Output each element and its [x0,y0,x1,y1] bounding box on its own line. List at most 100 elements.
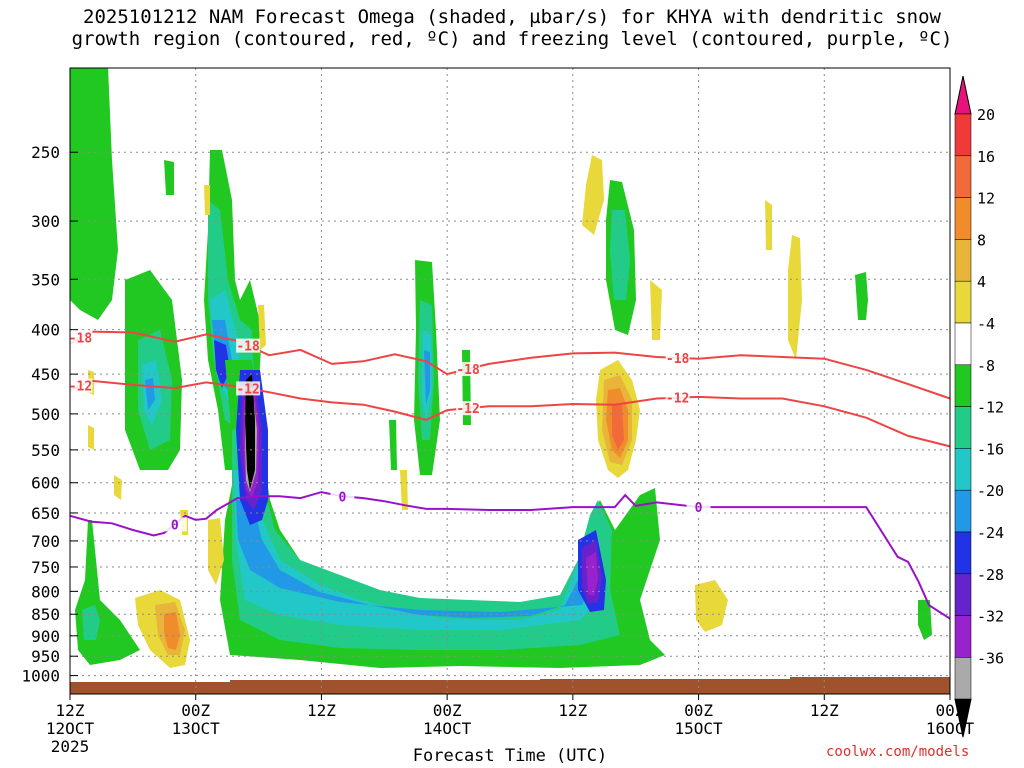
colorbar-label--4: -4 [977,315,995,333]
chart-title-line-2: growth region (contoured, red, ºC) and f… [71,28,953,50]
contour-label-bg [236,381,261,396]
contour-label-0: -18 [456,363,480,378]
x-tick-label-48: 12Z [558,701,587,720]
omega-region-orange-55 [164,612,180,650]
colorbar-label--20: -20 [977,482,1004,500]
contour-label-1: -12 [69,380,92,395]
omega-shading-layer [70,68,932,668]
colorbar-label-4: 4 [977,273,986,291]
contour-label-bg [330,489,355,504]
omega-region-yellow-45 [204,185,210,215]
x-tick-label-0: 12Z [56,701,85,720]
y-tick-label-750: 750 [31,558,60,577]
x-tick-year-0: 2025 [51,737,90,756]
colorbar-label-20: 20 [977,106,995,124]
colorbar-label--12: -12 [977,399,1004,417]
omega-region-red-41 [612,405,624,450]
y-tick-label-900: 900 [31,627,60,646]
colorbar-label-12: 12 [977,190,995,208]
contour-label-0: -18 [666,352,690,367]
omega-region-green-0 [70,68,118,320]
omega-region-yellow-43 [788,235,802,360]
colorbar-swatch-9 [954,448,972,491]
contour-line-2 [69,491,951,620]
colorbar-swatch-1 [954,113,972,157]
contour-label-bg [456,362,481,377]
x-tick-label-72: 12Z [810,701,839,720]
ground-layer [70,677,950,694]
colorbar-label--32: -32 [977,608,1004,626]
omega-region-green-34 [855,272,868,320]
colorbar-swatch-12 [954,573,972,616]
contour-label-bg [665,350,690,365]
contour-label-1: -12 [666,392,689,407]
contour-label-bg [686,500,711,515]
colorbar-label--28: -28 [977,566,1004,584]
colorbar-swatch-11 [954,531,972,575]
contour-line-1 [69,379,951,448]
y-axis: 250 300 350 400 450 500 550 600 650 700 750 800 850 9… [21,143,78,686]
omega-region-green-30 [389,420,397,470]
y-tick-label-650: 650 [31,504,60,523]
y-tick-label-450: 450 [31,365,60,384]
omega-region-blue-13 [214,340,230,388]
omega-region-yellow-42 [765,200,772,250]
chart-title: 2025101212 NAM Forecast Omega (shaded, µ… [0,6,1024,50]
x-axis-label: Forecast Time (UTC) [412,746,608,766]
colorbar-swatch-13 [954,615,972,658]
x-tick-label-60: 00Z [684,701,713,720]
colorbar-label--8: -8 [977,357,995,375]
colorbar: 20 16 12 8 4 -4 -8 -12 -16 -20 -24 -28 -32 -36 [954,75,1004,738]
plot-frame [69,67,951,695]
colorbar-label-8: 8 [977,231,986,249]
colorbar-label--24: -24 [977,524,1004,542]
contour-line-0 [69,330,951,400]
y-tick-label-700: 700 [31,532,60,551]
omega-region-yellow-48 [88,425,94,450]
source-credit[interactable]: coolwx.com/models [826,744,970,760]
contour-label-bg [456,401,481,416]
x-tick-date-36: 14OCT [423,719,472,738]
omega-region-black-22 [245,374,255,490]
colorbar-label-16: 16 [977,148,995,166]
contour-label-0: -18 [236,340,260,355]
y-tick-label-550: 550 [31,441,60,460]
y-tick-label-600: 600 [31,474,60,493]
omega-region-green-6 [75,520,140,665]
omega-region-yellow-49 [114,475,122,500]
x-tick-label-24: 12Z [307,701,336,720]
y-tick-label-300: 300 [31,212,60,231]
omega-region-yellow-36 [582,155,604,235]
omega-region-teal-33 [610,210,630,300]
colorbar-swatch-4 [954,239,972,282]
contour-label-1: -12 [236,382,259,397]
y-tick-label-1000: 1000 [21,667,60,686]
x-tick-label-12: 00Z [181,701,210,720]
grid-layer [70,68,950,694]
contour-label-2: 0 [695,501,703,516]
colorbar-label--16: -16 [977,440,1004,458]
chart-title-line-1: 2025101212 NAM Forecast Omega (shaded, µ… [83,6,941,28]
colorbar-swatch-5 [954,280,972,324]
omega-region-yellow-50 [208,518,224,585]
omega-region-violet-25 [586,552,598,596]
omega-region-yellow-37 [650,280,662,340]
contour-label-1: -12 [456,402,479,417]
colorbar-swatch-14 [954,657,972,700]
omega-region-yellow-52 [400,470,408,510]
omega-region-green-8 [164,160,174,195]
omega-region-green-35 [918,600,932,640]
contour-label-bg [68,378,93,393]
contour-label-bg [236,338,261,353]
x-tick-date-0: 12OCT [46,719,95,738]
y-tick-label-800: 800 [31,582,60,601]
y-tick-label-350: 350 [31,270,60,289]
colorbar-swatch-6 [954,322,972,366]
colorbar-swatch-8 [954,406,972,449]
contour-label-2: 0 [171,518,179,533]
colorbar-swatch-2 [954,155,972,198]
colorbar-swatch-10 [954,489,972,533]
contour-label-2: 0 [338,490,346,505]
y-tick-label-400: 400 [31,321,60,340]
